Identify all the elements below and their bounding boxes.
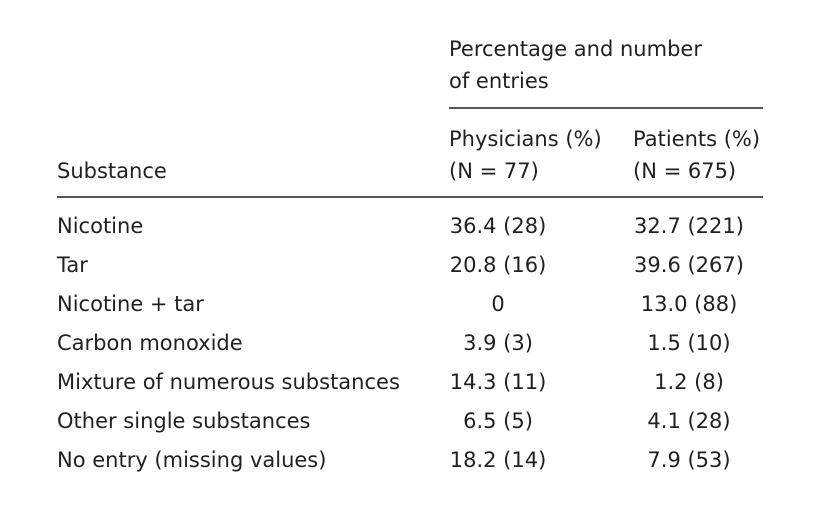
cell: 7.9 (53) <box>647 448 730 472</box>
cell: 32.7 (221) <box>634 214 744 238</box>
row-label: Carbon monoxide <box>57 331 243 355</box>
row-label: Tar <box>56 253 88 277</box>
cell: 1.2 (8) <box>654 370 724 394</box>
cell: 4.1 (28) <box>647 409 730 433</box>
cell: 3.9 (3) <box>463 331 533 355</box>
group-header: of entries <box>449 69 549 93</box>
cell: 20.8 (16) <box>450 253 547 277</box>
column-header: Patients (%) <box>633 127 760 151</box>
cell: 14.3 (11) <box>450 370 547 394</box>
column-header: Physicians (%) <box>449 127 602 151</box>
cell: 6.5 (5) <box>463 409 533 433</box>
column-header: Substance <box>57 159 167 183</box>
row-label: Mixture of numerous substances <box>57 370 400 394</box>
row-label: Other single substances <box>57 409 311 433</box>
cell: 13.0 (88) <box>641 292 738 316</box>
cell: 1.5 (10) <box>647 331 730 355</box>
cell: 39.6 (267) <box>634 253 744 277</box>
row-label: No entry (missing values) <box>57 448 326 472</box>
row-label: Nicotine <box>57 214 143 238</box>
cell: 0 <box>491 292 504 316</box>
cell: 36.4 (28) <box>450 214 547 238</box>
group-header: Percentage and number <box>449 37 702 61</box>
column-note: (N = 675) <box>633 159 736 183</box>
row-label: Nicotine + tar <box>57 292 204 316</box>
cell: 18.2 (14) <box>450 448 547 472</box>
column-note: (N = 77) <box>449 159 539 183</box>
